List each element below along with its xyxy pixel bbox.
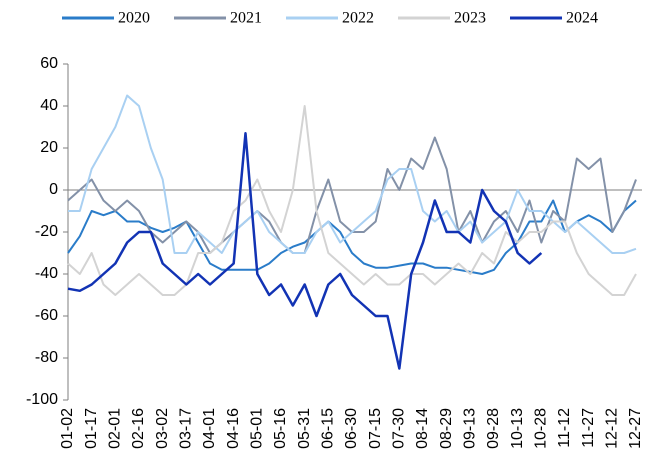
y-tick-label: -60 xyxy=(35,307,58,324)
x-tick-label: 05-01 xyxy=(249,408,266,449)
x-tick-label: 02-01 xyxy=(107,408,124,449)
x-tick-label: 01-17 xyxy=(83,408,100,449)
x-tick-label: 06-30 xyxy=(343,408,360,449)
x-tick-label: 05-31 xyxy=(296,408,313,449)
series-line xyxy=(67,132,543,370)
y-tick-label: -40 xyxy=(35,265,58,282)
x-tick-label: 10-13 xyxy=(509,408,526,449)
x-tick-label: 07-30 xyxy=(391,408,408,449)
y-tick-label: 60 xyxy=(40,55,58,72)
legend-label: 2021 xyxy=(230,10,262,27)
y-tick-label: 40 xyxy=(40,97,58,114)
x-tick-label: 12-27 xyxy=(627,408,644,449)
x-tick-label: 04-16 xyxy=(225,408,242,449)
y-tick-label: 0 xyxy=(49,181,58,198)
y-tick-label: 20 xyxy=(40,139,58,156)
x-tick-label: 11-27 xyxy=(580,408,597,448)
legend-label: 2020 xyxy=(118,10,150,27)
x-tick-label: 04-01 xyxy=(201,408,218,449)
x-tick-label: 08-29 xyxy=(438,408,455,449)
x-tick-label: 11-12 xyxy=(556,408,573,448)
x-tick-label: 06-15 xyxy=(320,408,337,449)
x-tick-label: 08-14 xyxy=(414,408,431,449)
series-line xyxy=(67,199,637,275)
series-line xyxy=(67,105,637,296)
x-tick-label: 07-15 xyxy=(367,408,384,449)
legend-label: 2022 xyxy=(342,10,374,27)
x-tick-label: 09-28 xyxy=(485,408,502,449)
x-tick-label: 03-17 xyxy=(178,408,195,449)
y-tick-label: -80 xyxy=(35,349,58,366)
x-tick-label: 03-02 xyxy=(154,408,171,449)
y-tick-label: -100 xyxy=(26,391,58,408)
legend-label: 2024 xyxy=(566,10,598,27)
legend-label: 2023 xyxy=(454,10,486,27)
x-tick-label: 09-13 xyxy=(462,408,479,449)
x-tick-label: 02-16 xyxy=(130,408,147,449)
x-tick-label: 05-16 xyxy=(272,408,289,449)
series-line xyxy=(68,94,637,254)
x-tick-label: 01-02 xyxy=(59,408,76,449)
x-tick-label: 12-12 xyxy=(604,408,621,449)
y-tick-label: -20 xyxy=(35,223,58,240)
x-tick-label: 10-28 xyxy=(533,408,550,449)
